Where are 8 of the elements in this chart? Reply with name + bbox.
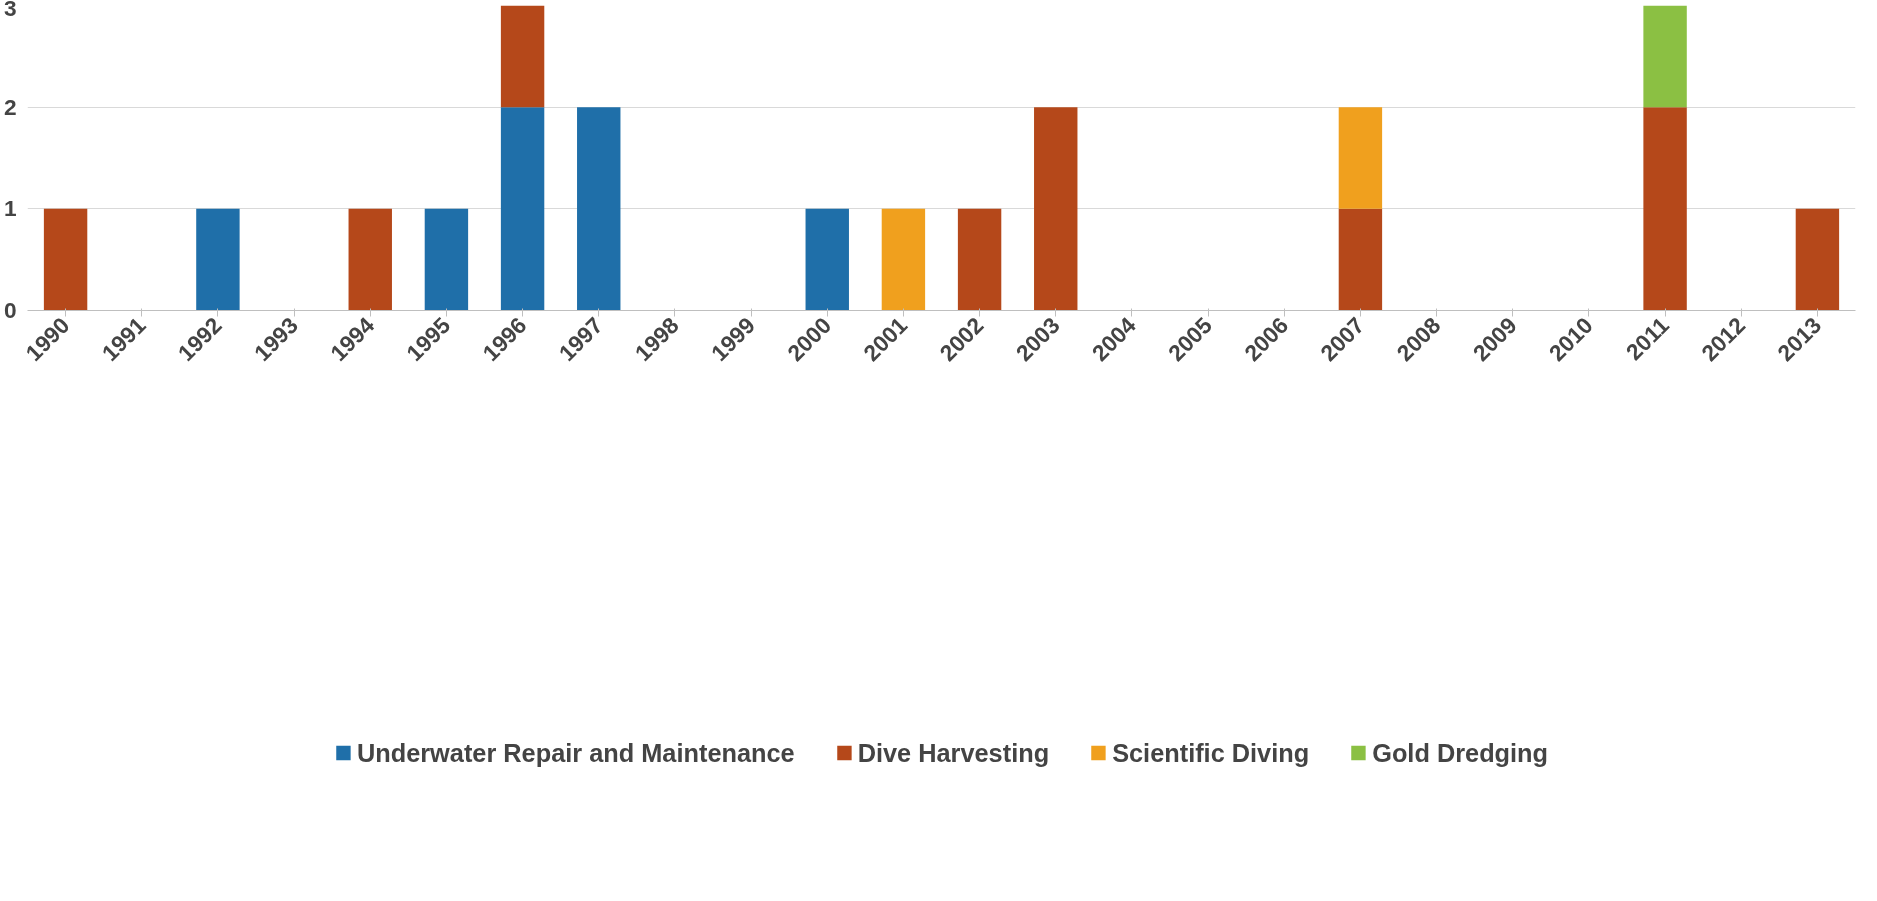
y-tick-label: 3 xyxy=(3,0,17,21)
legend-label: Underwater Repair and Maintenance xyxy=(356,738,795,768)
legend-label: Gold Dredging xyxy=(1372,738,1549,768)
y-tick-label: 1 xyxy=(3,195,17,222)
legend-label: Dive Harvesting xyxy=(857,738,1050,768)
legend-label: Scientific Diving xyxy=(1112,738,1310,768)
y-tick-label: 2 xyxy=(3,93,17,120)
y-tick-label: 0 xyxy=(3,297,17,323)
